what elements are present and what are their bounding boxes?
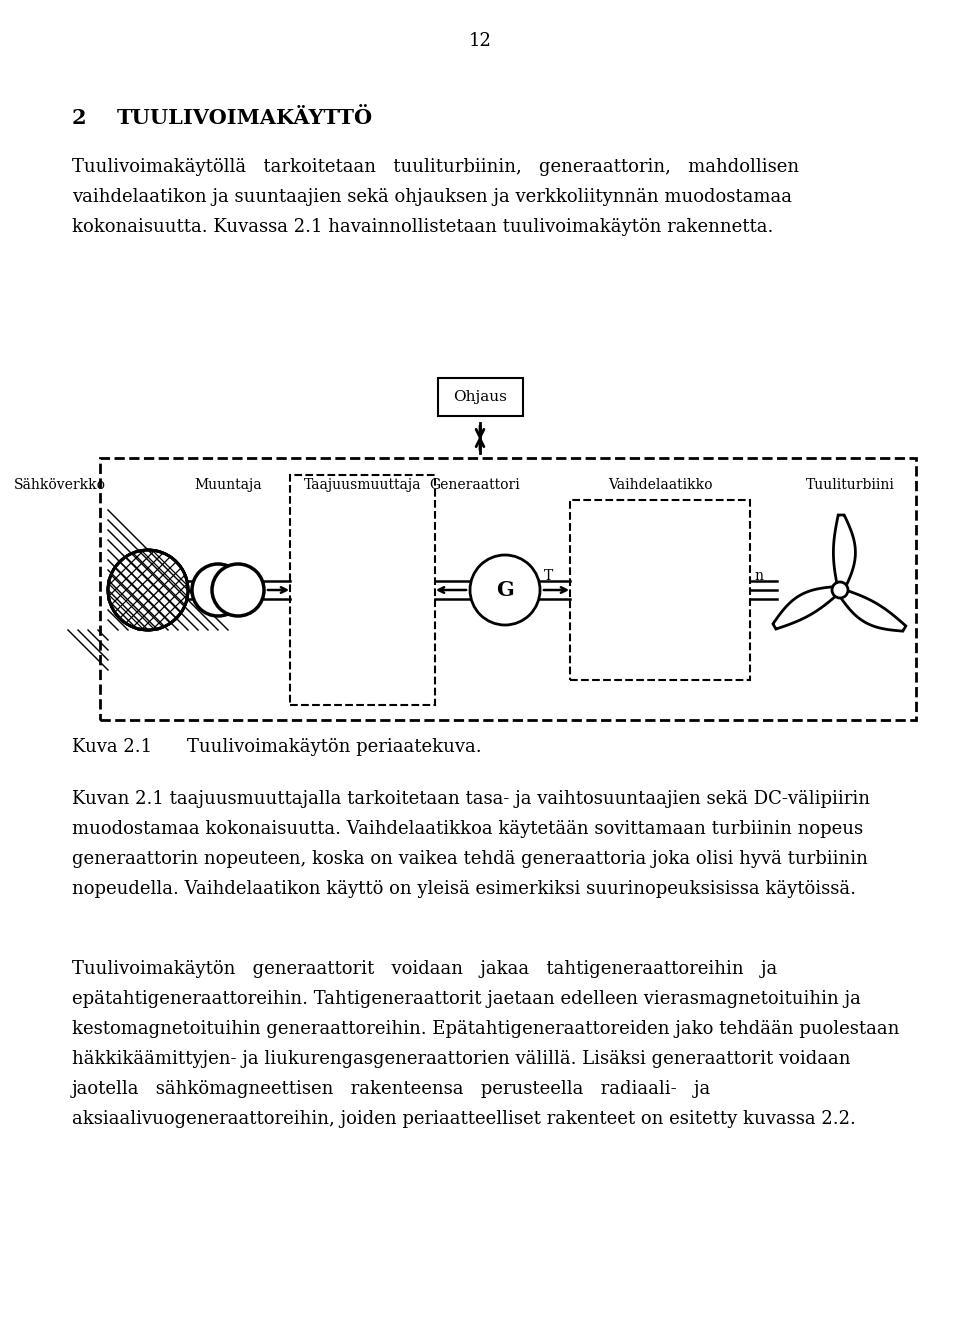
Bar xyxy=(100,458,916,720)
Circle shape xyxy=(108,550,188,630)
Text: G: G xyxy=(496,579,514,599)
Bar xyxy=(438,378,522,417)
Bar xyxy=(570,501,750,680)
Text: 2: 2 xyxy=(72,108,86,128)
Polygon shape xyxy=(838,589,906,631)
Text: generaattorin nopeuteen, koska on vaikea tehdä generaattoria joka olisi hyvä tur: generaattorin nopeuteen, koska on vaikea… xyxy=(72,850,868,868)
Text: n: n xyxy=(754,569,763,583)
Text: nopeudella. Vaihdelaatikon käyttö on yleisä esimerkiksi suurinopeuksisissa käytö: nopeudella. Vaihdelaatikon käyttö on yle… xyxy=(72,880,856,898)
Text: Kuva 2.1: Kuva 2.1 xyxy=(72,738,152,756)
Polygon shape xyxy=(833,515,855,590)
Text: 12: 12 xyxy=(468,32,492,49)
Text: kestomagnetoituihin generaattoreihin. Epätahtigeneraattoreiden jako tehdään puol: kestomagnetoituihin generaattoreihin. Ep… xyxy=(72,1020,900,1039)
Text: Tuulivoimakäytön   generaattorit   voidaan   jakaa   tahtigeneraattoreihin   ja: Tuulivoimakäytön generaattorit voidaan j… xyxy=(72,960,778,979)
Text: Vaihdelaatikko: Vaihdelaatikko xyxy=(608,478,712,493)
Text: aksiaalivuogeneraattoreihin, joiden periaatteelliset rakenteet on esitetty kuvas: aksiaalivuogeneraattoreihin, joiden peri… xyxy=(72,1109,856,1128)
Text: jaotella   sähkömagneettisen   rakenteensa   perusteella   radiaali-   ja: jaotella sähkömagneettisen rakenteensa p… xyxy=(72,1080,711,1097)
Text: muodostamaa kokonaisuutta. Vaihdelaatikkoa käytetään sovittamaan turbiinin nopeu: muodostamaa kokonaisuutta. Vaihdelaatikk… xyxy=(72,820,863,838)
Text: Muuntaja: Muuntaja xyxy=(194,478,262,493)
Circle shape xyxy=(108,550,188,630)
Text: Generaattori: Generaattori xyxy=(430,478,520,493)
Polygon shape xyxy=(773,586,841,629)
Text: Ohjaus: Ohjaus xyxy=(453,390,507,405)
Text: Taajuusmuuttaja: Taajuusmuuttaja xyxy=(303,478,421,493)
Text: Kuvan 2.1 taajuusmuuttajalla tarkoitetaan tasa- ja vaihtosuuntaajien sekä DC-väl: Kuvan 2.1 taajuusmuuttajalla tarkoitetaa… xyxy=(72,790,870,808)
Text: Tuuliturbiini: Tuuliturbiini xyxy=(805,478,895,493)
Circle shape xyxy=(212,563,264,615)
Circle shape xyxy=(192,563,244,615)
Text: Sähköverkko: Sähköverkko xyxy=(14,478,106,493)
Text: T: T xyxy=(544,569,553,583)
Text: vaihdelaatikon ja suuntaajien sekä ohjauksen ja verkkoliitynnän muodostamaa: vaihdelaatikon ja suuntaajien sekä ohjau… xyxy=(72,188,792,206)
Bar xyxy=(290,475,435,705)
Text: TUULIVOIMAKÄYTTÖ: TUULIVOIMAKÄYTTÖ xyxy=(117,108,373,128)
Circle shape xyxy=(832,582,848,598)
Text: Tuulivoimakäytöllä   tarkoitetaan   tuuliturbiinin,   generaattorin,   mahdollis: Tuulivoimakäytöllä tarkoitetaan tuulitur… xyxy=(72,158,799,176)
Text: epätahtigeneraattoreihin. Tahtigeneraattorit jaetaan edelleen vierasmagnetoituih: epätahtigeneraattoreihin. Tahtigeneraatt… xyxy=(72,991,861,1008)
Circle shape xyxy=(470,555,540,625)
Text: Tuulivoimakäytön periaatekuva.: Tuulivoimakäytön periaatekuva. xyxy=(187,738,482,756)
Text: kokonaisuutta. Kuvassa 2.1 havainnollistetaan tuulivoimakäytön rakennetta.: kokonaisuutta. Kuvassa 2.1 havainnollist… xyxy=(72,218,774,236)
Text: häkkikäämittyjen- ja liukurengasgeneraattorien välillä. Lisäksi generaattorit vo: häkkikäämittyjen- ja liukurengasgeneraat… xyxy=(72,1051,851,1068)
